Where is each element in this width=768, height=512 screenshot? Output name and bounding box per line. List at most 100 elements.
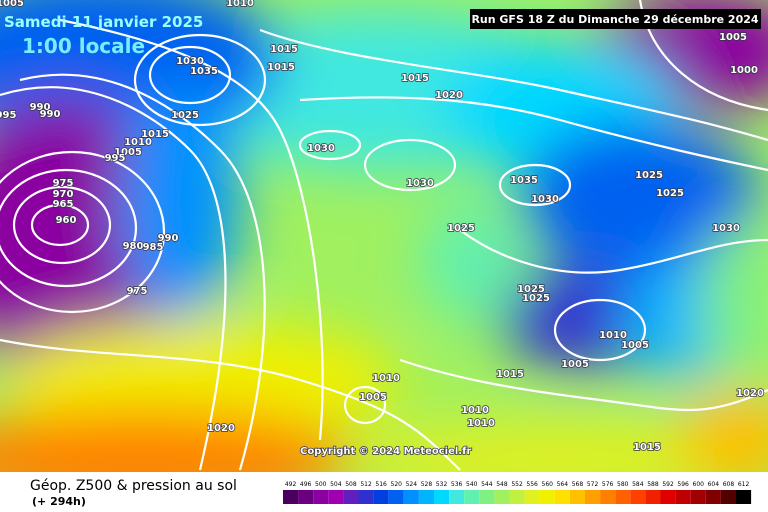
isobar-label: 1025	[522, 293, 550, 304]
isobar-label: 1005	[359, 392, 387, 403]
scale-label: 564	[557, 481, 569, 488]
scale-label: 532	[436, 481, 448, 488]
scale-label: 500	[315, 481, 327, 488]
isobar-label: 990	[40, 109, 61, 120]
scale-label: 604	[708, 481, 720, 488]
isobar-label: 1010	[372, 373, 400, 384]
isobar-label: 1015	[267, 62, 295, 73]
footer-title: Géop. Z500 & pression au sol	[30, 478, 237, 494]
isobar-label: 1025	[517, 284, 545, 295]
isobar-labels: 1005 1010 1030 1035 1015 1015 1015 1020 990 995 99…	[0, 0, 765, 454]
scale-swatch	[509, 490, 525, 504]
scale-swatch	[585, 490, 601, 504]
scale-label: 576	[602, 481, 614, 488]
isobar-label: 1005	[0, 0, 24, 9]
isobar-label: 1025	[171, 110, 199, 121]
isobar-label: 1015	[496, 369, 524, 380]
isobar-label: 1010	[467, 418, 495, 429]
run-info: Run GFS 18 Z du Dimanche 29 décembre 202…	[471, 13, 758, 26]
scale-swatch	[373, 490, 389, 504]
isobar-label: 1025	[656, 188, 684, 199]
scale-swatch	[615, 490, 631, 504]
isobar-label: 1035	[510, 175, 538, 186]
isobar-label: 1010	[461, 405, 489, 416]
scale-label: 536	[451, 481, 463, 488]
isobar-label: 995	[0, 110, 16, 121]
isobar-label: 995	[105, 153, 126, 164]
scale-label: 508	[345, 481, 357, 488]
scale-swatch	[539, 490, 555, 504]
scale-label: 584	[632, 481, 644, 488]
isobar-label: 985	[143, 242, 164, 253]
scale-label: 524	[406, 481, 418, 488]
scale-swatch	[343, 490, 359, 504]
scale-swatch	[675, 490, 691, 504]
scale-label: 540	[466, 481, 478, 488]
scale-swatch	[434, 490, 450, 504]
scale-swatch	[449, 490, 465, 504]
isobar-label: 1030	[307, 143, 335, 154]
scale-label: 496	[300, 481, 312, 488]
scale-swatch	[479, 490, 495, 504]
isobar-label: 975	[53, 178, 74, 189]
isobar-label: 990	[30, 102, 51, 113]
scale-swatch	[313, 490, 329, 504]
scale-label: 548	[496, 481, 508, 488]
isobar-label: 960	[56, 215, 77, 226]
scale-label: 492	[285, 481, 297, 488]
scale-label: 560	[542, 481, 554, 488]
scale-swatch	[660, 490, 676, 504]
isobar-label: 1030	[406, 178, 434, 189]
isobar-label: 1015	[270, 44, 298, 55]
scale-swatch	[569, 490, 585, 504]
run-banner	[470, 9, 761, 29]
isobar-label: 1015	[633, 442, 661, 453]
scale-label: 600	[693, 481, 705, 488]
scale-swatch	[736, 490, 752, 504]
scale-label: 612	[738, 481, 750, 488]
scale-label: 608	[723, 481, 735, 488]
scale-label: 504	[330, 481, 342, 488]
scale-label: 512	[360, 481, 372, 488]
scale-label: 588	[647, 481, 659, 488]
isobar-label: 980	[123, 241, 144, 252]
scale-swatch	[554, 490, 570, 504]
isobar-label: 1030	[531, 194, 559, 205]
isobar-label: 1015	[401, 73, 429, 84]
isobar-label: 1005	[561, 359, 589, 370]
copyright: Copyright © 2024 Meteociel.fr	[300, 446, 471, 457]
isobar-label: 1020	[736, 388, 764, 399]
scale-label: 572	[587, 481, 599, 488]
isobar-label: 1015	[141, 129, 169, 140]
scale-label: 544	[481, 481, 493, 488]
isobar-label: 1020	[435, 90, 463, 101]
scale-label: 556	[526, 481, 538, 488]
isobar-label: 1025	[635, 170, 663, 181]
scale-swatch	[524, 490, 540, 504]
color-scale: 492 496 500 504 508 512 516 520 524 528 532 536 540 5…	[283, 481, 752, 504]
scale-label: 596	[677, 481, 689, 488]
scale-swatch	[600, 490, 616, 504]
scale-swatch	[630, 490, 646, 504]
scale-label: 528	[421, 481, 433, 488]
local-time: 1:00 locale	[22, 34, 145, 58]
scale-swatch	[418, 490, 434, 504]
scale-label: 592	[662, 481, 674, 488]
scale-swatch	[403, 490, 419, 504]
scale-label: 568	[572, 481, 584, 488]
isobar-label: 1000	[730, 65, 758, 76]
isobar-label: 1005	[114, 147, 142, 158]
scale-label: 552	[511, 481, 523, 488]
isobar-label: 1010	[599, 330, 627, 341]
isobar-label: 1005	[719, 32, 747, 43]
isobar-label: 1020	[207, 423, 235, 434]
scale-swatch	[705, 490, 721, 504]
isobar-label: 1035	[190, 66, 218, 77]
isobar-label: 1025	[447, 223, 475, 234]
isobar-label: 1030	[712, 223, 740, 234]
scale-swatch	[720, 490, 736, 504]
scale-swatch	[358, 490, 374, 504]
scale-label: 580	[617, 481, 629, 488]
